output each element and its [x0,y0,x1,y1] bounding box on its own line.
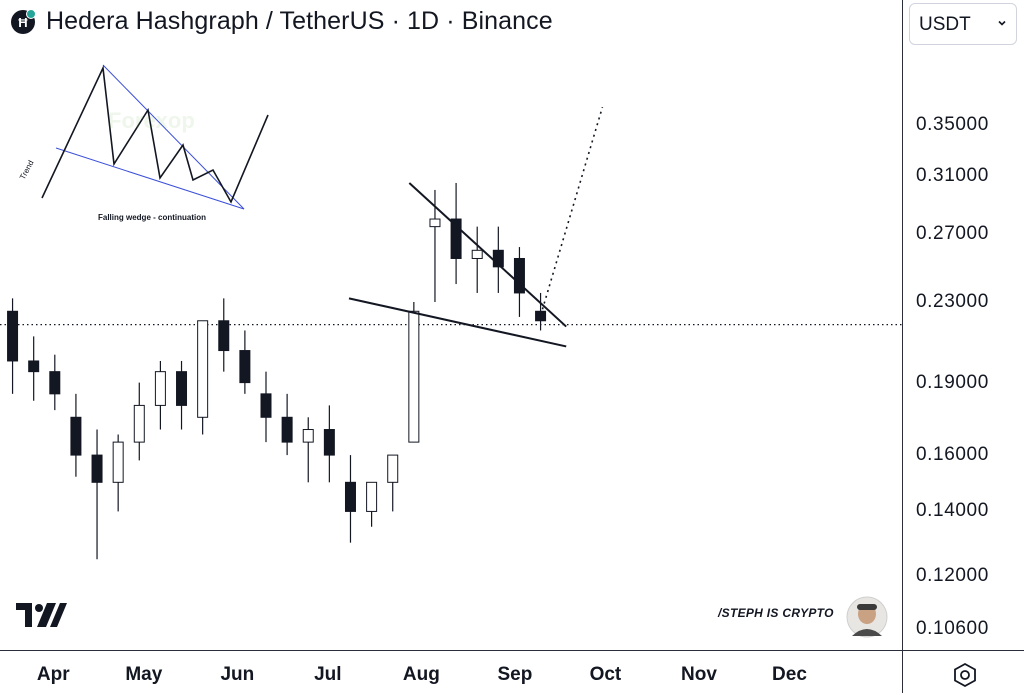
hedera-logo-icon: Ħ [10,9,36,35]
candle-body [344,481,356,512]
time-tick-label: May [125,664,163,685]
inset-watermark: Forexop [108,108,195,133]
candle-body [302,429,314,443]
price-tick-label: 0.10600 [916,617,989,639]
currency-select[interactable]: USDT [909,3,1017,45]
breakout-projection-line [538,106,604,321]
author-tag: /STEPH IS CRYPTO [718,606,834,620]
candle-body [197,320,209,418]
price-chart[interactable] [0,0,902,650]
candle-body [49,371,61,395]
candle-body [28,360,40,373]
time-tick-label: Apr [36,664,70,685]
candle-body [323,429,335,456]
candle-body [70,416,82,456]
time-axis-divider [0,650,1024,651]
time-tick-label: Aug [402,664,440,685]
time-tick-label: Nov [681,664,717,685]
price-tick-label: 0.23000 [916,291,989,312]
candle-body [535,310,547,322]
inset-caption: Falling wedge - continuation [98,213,206,222]
candle-body [366,481,378,512]
price-tick-label: 0.27000 [916,223,989,245]
candle-body [154,371,166,406]
svg-text:Ħ: Ħ [18,15,28,30]
candle-body [281,416,293,443]
time-tick-label: Oct [589,664,622,685]
candle-body [239,350,251,384]
tradingview-logo [16,603,68,629]
wedge-upper-trendline [408,182,567,328]
avatar-photo [846,596,888,638]
candle-body [176,371,188,406]
candle-body [7,310,19,362]
time-tick-label: Dec [772,664,807,685]
price-tick-label: 0.16000 [916,444,989,466]
currency-select-value: USDT [919,14,971,35]
candle-body [112,441,124,483]
time-tick-label: Jul [314,664,342,685]
price-axis-divider [902,0,903,693]
price-tick-label: 0.19000 [916,371,989,393]
candle-body [429,218,441,228]
chart-header: Ħ Hedera Hashgraph / TetherUS · 1D · Bin… [0,0,900,48]
candle-body [218,320,230,352]
price-tick-label: 0.12000 [916,565,989,587]
wedge-lower-trendline [348,297,567,348]
chart-title: Hedera Hashgraph / TetherUS · 1D · Binan… [46,7,553,35]
time-tick-label: Sep [497,664,533,685]
price-tick-label: 0.14000 [916,500,989,522]
candle-body [471,249,483,259]
candle-body [91,454,103,483]
price-tick-label: 0.31000 [916,165,989,187]
candle-body [408,310,420,443]
candle-body [387,454,399,483]
falling-wedge-diagram [18,60,278,230]
candle-body [450,218,462,259]
price-tick-label: 0.35000 [916,113,989,135]
candle-body [260,393,272,418]
settings-gear-icon[interactable] [950,660,980,690]
candle-body [133,404,145,443]
candle-body [513,257,525,294]
time-tick-label: Jun [220,664,255,685]
chevron-down-icon [998,20,1006,26]
